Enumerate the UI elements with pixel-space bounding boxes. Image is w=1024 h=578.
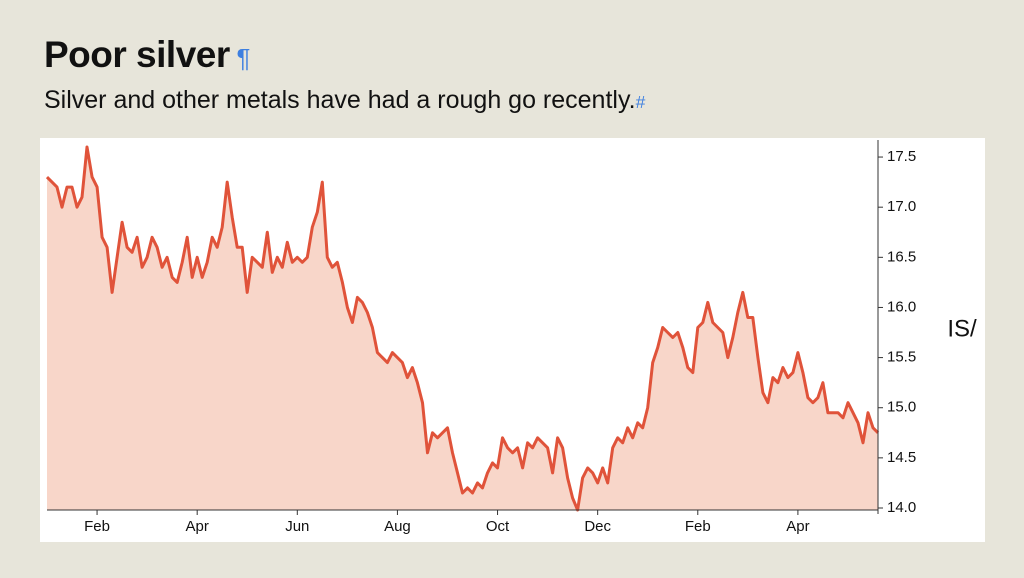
x-tick-label: Feb [84, 518, 110, 535]
chart-title: Poor silver [44, 34, 230, 75]
pilcrow: ¶ [229, 45, 250, 73]
y-tick-label: 16.0 [887, 298, 916, 315]
x-tick-label: Dec [584, 518, 611, 535]
chart: 14.0 14.5 15.0 15.5 16.0 16.5 17.0 17.5 Feb Apr Ju… [40, 138, 985, 542]
x-tick-label: Aug [384, 518, 411, 535]
y-tick-label: 15.5 [887, 349, 916, 366]
y-tick-label: 14.0 [887, 499, 916, 516]
y-tick-label: 15.0 [887, 399, 916, 416]
y-tick-label: 16.5 [887, 248, 916, 265]
line [45, 145, 880, 512]
title-block: Poor silver ¶ [44, 34, 250, 76]
area-fill [47, 147, 878, 510]
subtitle-block: Silver and other metals have had a rough… [44, 86, 645, 115]
x-tick-label: Oct [486, 518, 510, 535]
x-tick-label: Apr [786, 518, 809, 535]
x-tick-label: Jun [285, 518, 309, 535]
hash-mark: # [635, 92, 646, 112]
y-tick-label: 14.5 [887, 449, 916, 466]
y-tick-label: 17.5 [887, 148, 916, 165]
x-tick-label: Apr [186, 518, 209, 535]
y-tick-label: 17.0 [887, 198, 916, 215]
x-tick-label: Feb [685, 518, 711, 535]
chart-subtitle: Silver and other metals have had a rough… [44, 86, 636, 114]
y-axis-label: IS/ [947, 315, 977, 342]
